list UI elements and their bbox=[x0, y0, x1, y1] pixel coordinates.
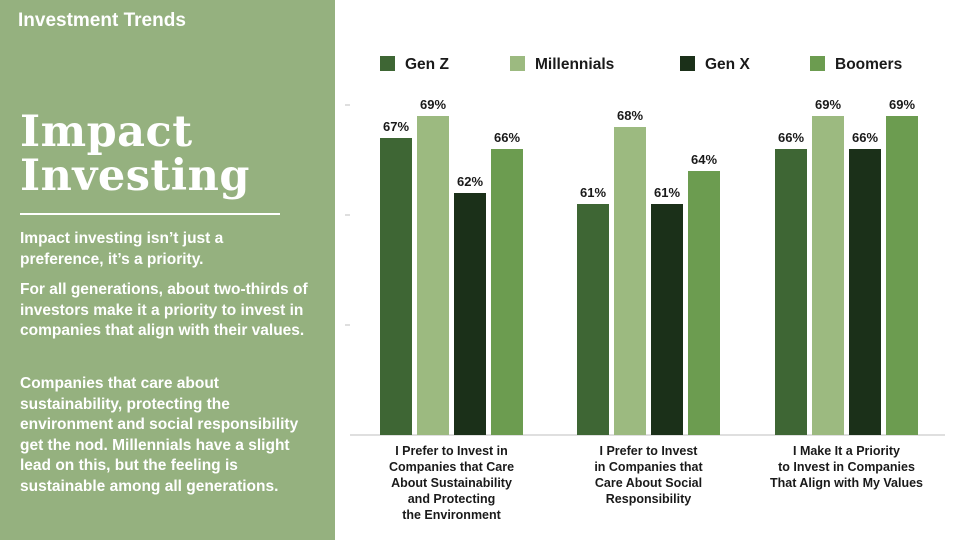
category-label-1: I Prefer to Invest in Companies that Care… bbox=[389, 444, 514, 522]
data-label-1-1: 67% bbox=[383, 119, 409, 134]
bar-3-3 bbox=[849, 149, 881, 435]
category-label-2: I Prefer to Invest in Companies that Care … bbox=[594, 444, 703, 506]
bar-3-1 bbox=[775, 149, 807, 435]
section-label: Investment Trends bbox=[18, 10, 186, 31]
bar-2-1 bbox=[577, 204, 609, 435]
legend-label-1: Gen Z bbox=[405, 56, 449, 73]
bar-2-2 bbox=[614, 127, 646, 435]
data-label-1-2: 69% bbox=[420, 97, 446, 112]
category-label-line: I Make It a Priority bbox=[793, 444, 900, 458]
category-label-line: Care About Social bbox=[595, 476, 702, 490]
data-label-2-1: 61% bbox=[580, 185, 606, 200]
category-label-line: Responsibility bbox=[606, 492, 691, 506]
legend-label-2: Millennials bbox=[535, 56, 614, 73]
legend-swatch-4 bbox=[810, 56, 825, 71]
data-label-3-2: 69% bbox=[815, 97, 841, 112]
data-label-3-3: 66% bbox=[852, 130, 878, 145]
category-label-line: Companies that Care bbox=[389, 460, 514, 474]
bar-1-1 bbox=[380, 138, 412, 435]
category-label-line: to Invest in Companies bbox=[778, 460, 915, 474]
title-divider bbox=[20, 213, 280, 215]
category-label-line: the Environment bbox=[402, 508, 501, 522]
paragraph-3: Companies that care about sustainability… bbox=[20, 375, 299, 495]
category-label-line: That Align with My Values bbox=[770, 476, 923, 490]
data-label-1-3: 62% bbox=[457, 174, 483, 189]
title-line-2: Investing bbox=[20, 151, 250, 201]
bar-3-2 bbox=[812, 116, 844, 435]
bar-3-4 bbox=[886, 116, 918, 435]
legend-label-3: Gen X bbox=[705, 56, 750, 73]
sidebar-panel: Investment Trends Impact Investing Impac… bbox=[0, 0, 335, 540]
legend-swatch-3 bbox=[680, 56, 695, 71]
category-label-line: in Companies that bbox=[594, 460, 703, 474]
category-label-line: I Prefer to Invest in bbox=[395, 444, 508, 458]
bar-1-4 bbox=[491, 149, 523, 435]
paragraph-1: Impact investing isn’t just a preference… bbox=[20, 230, 224, 268]
data-label-3-1: 66% bbox=[778, 130, 804, 145]
paragraph-2: For all generations, about two-thirds of… bbox=[20, 281, 308, 339]
data-label-3-4: 69% bbox=[889, 97, 915, 112]
bar-2-4 bbox=[688, 171, 720, 435]
bar-1-3 bbox=[454, 193, 486, 435]
category-label-line: About Sustainability bbox=[391, 476, 512, 490]
bar-chart: Gen Z Millennials Gen X Boomers 67% 69% 62% 66%… bbox=[345, 56, 945, 522]
page-title: Impact Investing bbox=[20, 110, 250, 198]
legend-swatch-2 bbox=[510, 56, 525, 71]
legend-swatch-1 bbox=[380, 56, 395, 71]
data-label-2-2: 68% bbox=[617, 108, 643, 123]
category-label-line: I Prefer to Invest bbox=[600, 444, 699, 458]
bar-1-2 bbox=[417, 116, 449, 435]
data-label-1-4: 66% bbox=[494, 130, 520, 145]
category-label-3: I Make It a Priority to Invest in Compani… bbox=[770, 444, 923, 490]
title-line-1: Impact bbox=[20, 107, 193, 157]
data-label-2-3: 61% bbox=[654, 185, 680, 200]
legend-label-4: Boomers bbox=[835, 56, 902, 73]
bar-2-3 bbox=[651, 204, 683, 435]
category-label-line: and Protecting bbox=[408, 492, 496, 506]
data-label-2-4: 64% bbox=[691, 152, 717, 167]
